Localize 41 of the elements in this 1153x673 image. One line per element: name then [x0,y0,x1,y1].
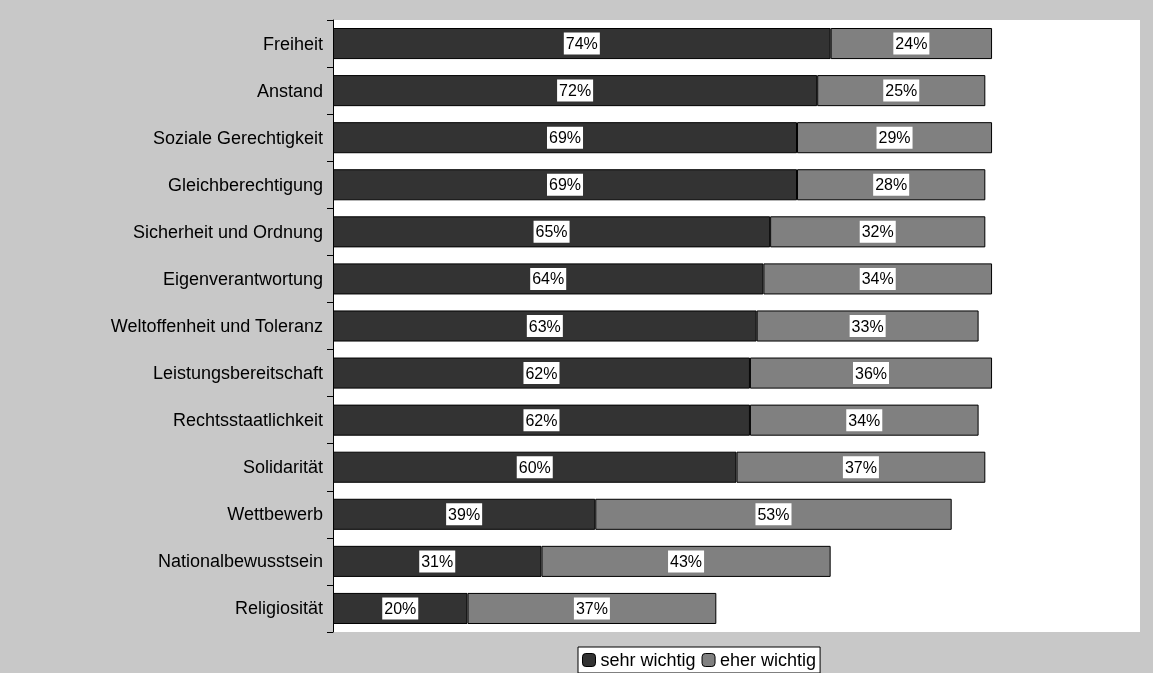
data-label: 62% [525,411,558,429]
data-label: 37% [844,458,877,476]
data-label: 69% [549,176,582,194]
data-label: 25% [885,82,918,100]
data-label: 37% [575,599,608,617]
data-label: 60% [518,458,551,476]
data-label: 63% [528,317,561,335]
y-tick-label: Nationalbewusstsein [157,551,323,572]
data-label: 43% [670,552,703,570]
y-tick-label: Leistungsbereitschaft [152,363,323,384]
data-label: 28% [875,176,908,194]
data-label: 29% [878,129,911,147]
y-tick-label: Wettbewerb [227,504,323,525]
y-tick-label: Anstand [256,80,323,101]
data-label: 32% [861,223,894,241]
y-tick-label: Weltoffenheit und Toleranz [110,316,323,336]
y-tick-label: Gleichberechtigung [167,174,323,195]
y-tick-label: Solidarität [242,457,323,478]
data-label: 69% [549,129,582,147]
data-label: 53% [757,505,790,523]
legend-label: sehr wichtig [600,650,696,670]
data-label: 74% [565,35,598,53]
data-label: 65% [535,223,568,241]
data-label: 33% [851,317,884,335]
y-tick-label: Rechtsstaatlichkeit [172,410,323,431]
data-label: 34% [848,411,881,429]
data-label: 72% [559,82,592,100]
y-tick-label: Soziale Gerechtigkeit [152,127,323,148]
data-label: 39% [448,505,481,523]
y-tick-label: Religiosität [234,598,323,619]
data-label: 36% [854,364,888,382]
y-tick-label: Sicherheit und Ordnung [132,221,323,242]
data-label: 62% [525,364,558,382]
data-label: 34% [861,270,894,288]
y-tick-label: Eigenverantwortung [162,268,323,289]
data-label: 31% [421,552,454,570]
data-label: 24% [895,35,928,53]
data-label: 64% [532,270,565,288]
legend-label: eher wichtig [720,650,817,670]
y-tick-label: Freiheit [262,33,323,54]
data-label: 20% [384,599,417,617]
